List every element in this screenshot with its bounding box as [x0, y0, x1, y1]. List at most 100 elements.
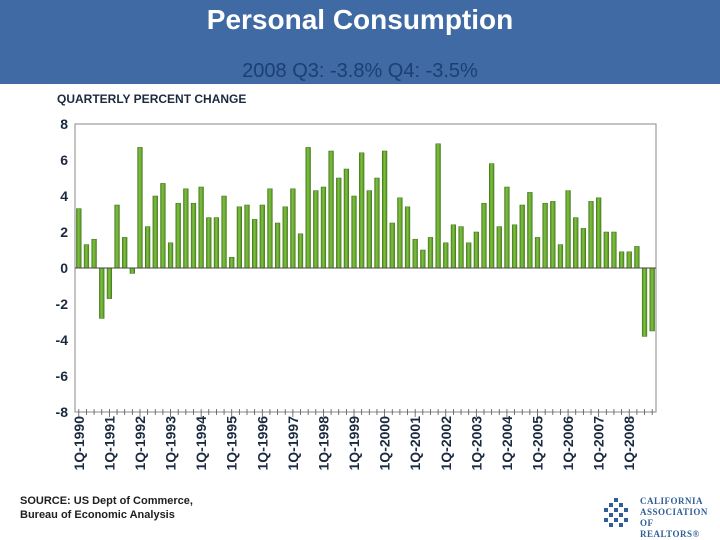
bar [252, 219, 258, 269]
bar [381, 150, 388, 269]
bar [404, 206, 411, 269]
bar [504, 186, 510, 269]
source-line-1: SOURCE: US Dept of Commerce, [20, 495, 193, 507]
x-tick-label: 1Q-1999 [346, 416, 362, 471]
bar [435, 143, 441, 269]
bar [565, 190, 571, 269]
title-banner [0, 0, 720, 84]
bar [443, 242, 449, 269]
bar [274, 222, 281, 269]
bar [167, 242, 174, 269]
bar [221, 195, 227, 269]
bar [458, 226, 464, 269]
bar [603, 231, 609, 269]
x-tick-label: 1Q-2002 [438, 416, 454, 471]
bar [152, 195, 158, 269]
logo-line-1: CALIFORNIA [640, 496, 704, 506]
bar [343, 168, 350, 269]
bar [183, 188, 189, 269]
x-tick-label: 1Q-1994 [193, 416, 209, 471]
bar [351, 195, 357, 269]
bar [519, 204, 525, 269]
bar [550, 201, 556, 269]
x-tick-label: 1Q-1998 [315, 416, 331, 471]
y-tick-label: -4 [56, 332, 69, 348]
bar [618, 251, 625, 269]
page-title: Personal Consumption [206, 4, 514, 35]
bars [76, 143, 655, 337]
bar [389, 222, 395, 269]
x-tick-label: 1Q-2008 [621, 416, 637, 471]
bar [129, 267, 135, 274]
bar [336, 177, 342, 269]
y-tick-label: -8 [56, 404, 69, 420]
bar [297, 233, 304, 269]
bar [489, 163, 495, 269]
bar [588, 201, 594, 269]
y-tick-label: 0 [60, 260, 68, 276]
x-tick-label: 1Q-2001 [407, 416, 423, 471]
x-ticks [78, 409, 653, 417]
bar [313, 190, 319, 269]
x-tick-labels: 1Q-1990 1Q-1991 1Q-1992 1Q-1993 1Q-1994 1Q-19… [71, 416, 637, 471]
bar [412, 238, 418, 269]
bar [374, 177, 380, 269]
bar [527, 192, 533, 269]
bar [229, 256, 235, 269]
y-tick-label: 2 [60, 224, 68, 240]
y-tick-label: 6 [60, 152, 68, 168]
bar [511, 224, 518, 269]
bar [99, 267, 105, 319]
source-line-2: Bureau of Economic Analysis [20, 509, 175, 521]
bar [244, 204, 250, 269]
x-tick-label: 1Q-2006 [560, 416, 576, 471]
bar [106, 267, 113, 299]
y-tick-label: -6 [56, 368, 69, 384]
x-tick-label: 1Q-1995 [224, 416, 240, 471]
bar [175, 202, 181, 269]
x-tick-label: 1Q-1991 [101, 416, 117, 471]
bar [450, 224, 457, 269]
source-note: SOURCE: US Dept of Commerce, Bureau of E… [20, 494, 193, 522]
y-tick-labels: 8 6 4 2 0 -2 -4 -6 -8 [56, 116, 69, 420]
bar [259, 204, 265, 269]
bar [420, 249, 426, 269]
x-tick-label: 1Q-2000 [377, 416, 393, 471]
x-tick-label: 1Q-2007 [591, 416, 607, 471]
bar [122, 237, 128, 269]
logo-line-3: OF REALTORS® [640, 518, 700, 539]
y-tick-label: 4 [60, 188, 68, 204]
bar [145, 226, 151, 269]
bar [359, 152, 365, 269]
bar [496, 226, 502, 269]
bar [596, 197, 602, 269]
x-tick-label: 1Q-1996 [254, 416, 270, 471]
bar [649, 267, 655, 332]
page-subtitle: 2008 Q3: -3.8% Q4: -3.5% [242, 60, 478, 82]
bar [473, 231, 479, 269]
bar [366, 190, 372, 269]
bar [634, 246, 640, 269]
bar [282, 206, 288, 269]
bar [573, 217, 579, 269]
bar [542, 202, 548, 269]
bar [626, 251, 632, 269]
y-tick-label: 8 [60, 116, 68, 132]
bar [397, 197, 403, 269]
x-tick-label: 1Q-2005 [530, 416, 546, 471]
bar [481, 202, 487, 269]
y-axis-label: QUARTERLY PERCENT CHANGE [57, 92, 246, 106]
bar [236, 206, 242, 269]
bar [213, 217, 220, 269]
bar [206, 217, 212, 269]
bar [611, 231, 617, 269]
bar [198, 186, 204, 269]
y-tick-label: -2 [56, 296, 69, 312]
bar [305, 147, 311, 269]
bar [534, 237, 541, 269]
x-tick-label: 1Q-1993 [163, 416, 179, 471]
bar [328, 150, 334, 269]
bar [320, 186, 327, 269]
x-tick-label: 1Q-2003 [468, 416, 484, 471]
